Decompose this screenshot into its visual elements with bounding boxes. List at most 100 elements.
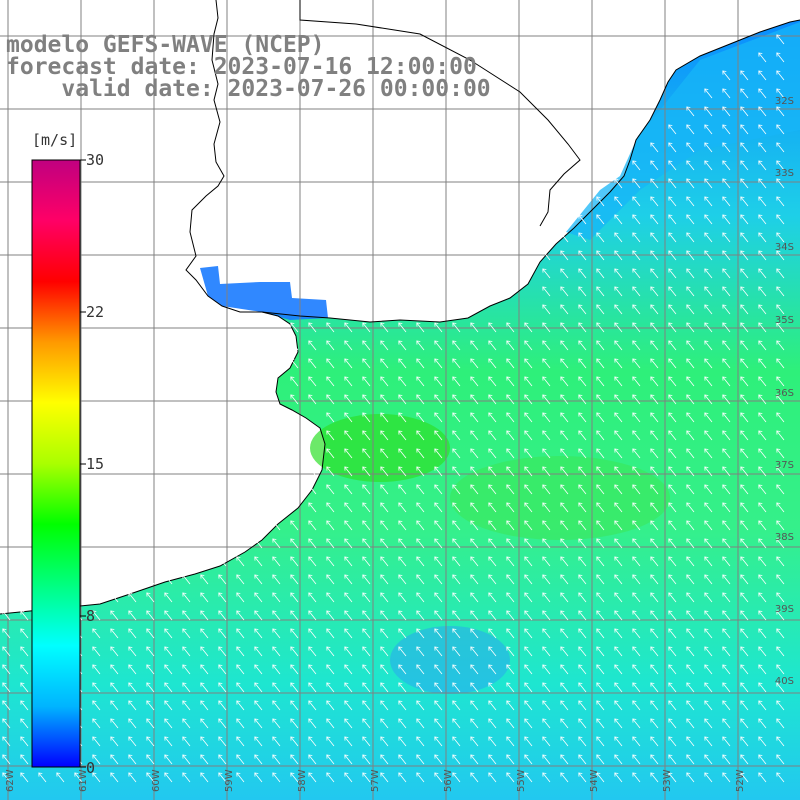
wind-arrow bbox=[560, 268, 565, 273]
wind-arrow bbox=[578, 322, 587, 333]
wind-arrow bbox=[272, 592, 277, 597]
wind-arrow bbox=[524, 322, 529, 327]
wind-arrow bbox=[740, 106, 745, 111]
wind-arrow bbox=[614, 430, 623, 441]
wind-arrow bbox=[704, 322, 713, 333]
wind-arrow bbox=[740, 628, 749, 639]
wind-arrow bbox=[416, 484, 421, 489]
wind-arrow bbox=[722, 214, 727, 219]
wind-arrow bbox=[200, 682, 205, 687]
wind-arrow bbox=[524, 700, 529, 705]
wind-arrow bbox=[488, 394, 493, 399]
wind-arrow bbox=[722, 286, 731, 297]
wind-arrow bbox=[380, 322, 385, 327]
wind-arrow bbox=[686, 430, 695, 441]
wind-arrow bbox=[668, 592, 677, 603]
wind-arrow bbox=[362, 736, 371, 747]
wind-arrow bbox=[128, 646, 137, 657]
wind-arrow bbox=[542, 466, 551, 477]
wind-arrow bbox=[632, 484, 637, 489]
wind-arrow bbox=[272, 700, 281, 711]
wind-arrow bbox=[758, 592, 763, 597]
wind-arrow bbox=[560, 430, 565, 435]
wind-arrow bbox=[740, 610, 745, 615]
wind-arrow bbox=[2, 718, 11, 729]
wind-arrow bbox=[506, 394, 515, 405]
wind-arrow bbox=[704, 106, 709, 111]
wind-arrow bbox=[290, 574, 299, 585]
wind-arrow bbox=[578, 736, 587, 747]
wind-arrow bbox=[542, 628, 547, 633]
wind-arrow bbox=[488, 718, 497, 729]
wind-arrow bbox=[704, 646, 709, 651]
wind-arrow bbox=[668, 268, 673, 273]
wind-arrow bbox=[470, 664, 479, 675]
wind-arrow bbox=[542, 718, 547, 723]
wind-arrow bbox=[128, 772, 137, 783]
wind-arrow bbox=[542, 394, 547, 399]
wind-arrow bbox=[722, 502, 731, 513]
wind-arrow bbox=[398, 502, 407, 513]
wind-arrow bbox=[524, 610, 529, 615]
wind-arrow bbox=[740, 628, 745, 633]
wind-arrow bbox=[92, 772, 101, 783]
wind-arrow bbox=[452, 718, 461, 729]
wind-arrow bbox=[596, 610, 605, 621]
wind-arrow bbox=[416, 538, 421, 543]
wind-arrow bbox=[578, 628, 583, 633]
wind-arrow bbox=[452, 556, 457, 561]
wind-arrow bbox=[560, 340, 569, 351]
wind-arrow bbox=[650, 178, 659, 189]
wind-arrow bbox=[110, 592, 119, 603]
wind-arrow bbox=[164, 754, 173, 765]
wind-arrow bbox=[308, 394, 313, 399]
wind-arrow bbox=[758, 448, 767, 459]
wind-arrow bbox=[722, 592, 731, 603]
wind-arrow bbox=[686, 682, 691, 687]
lon-label: 53W bbox=[662, 769, 673, 792]
wind-arrow bbox=[596, 754, 605, 765]
wind-arrow bbox=[362, 340, 371, 351]
wind-arrow bbox=[452, 394, 461, 405]
wind-arrow bbox=[362, 664, 371, 675]
wind-arrow bbox=[560, 340, 565, 345]
wind-arrow bbox=[452, 484, 461, 495]
wind-arrow bbox=[650, 376, 659, 387]
wind-arrow bbox=[398, 502, 403, 507]
wind-arrow bbox=[758, 718, 767, 729]
wind-arrow bbox=[668, 718, 677, 729]
wind-arrow bbox=[650, 412, 659, 423]
wind-arrow bbox=[326, 466, 331, 471]
wind-arrow bbox=[434, 538, 443, 549]
wind-arrow bbox=[290, 772, 295, 777]
wind-arrow bbox=[632, 772, 641, 783]
wind-arrow bbox=[506, 394, 511, 399]
wind-arrow bbox=[254, 646, 259, 651]
wind-arrow bbox=[380, 592, 389, 603]
wind-arrow bbox=[272, 646, 277, 651]
wind-arrow bbox=[650, 286, 659, 297]
wind-arrow bbox=[686, 520, 691, 525]
wind-arrow bbox=[668, 232, 673, 237]
wind-arrow bbox=[92, 754, 101, 765]
wind-arrow bbox=[110, 646, 119, 657]
wind-arrow bbox=[722, 772, 731, 783]
wind-arrow bbox=[596, 520, 601, 525]
wind-arrow bbox=[650, 538, 659, 549]
wind-arrow bbox=[416, 736, 425, 747]
wind-arrow bbox=[326, 628, 335, 639]
wind-arrow bbox=[632, 430, 641, 441]
wind-arrow bbox=[776, 214, 781, 219]
wind-arrow bbox=[578, 430, 587, 441]
wind-arrow bbox=[704, 286, 709, 291]
wind-arrow bbox=[650, 322, 655, 327]
wind-arrow bbox=[758, 430, 767, 441]
wind-arrow bbox=[272, 736, 277, 741]
wind-arrow bbox=[740, 232, 749, 243]
wind-arrow bbox=[560, 358, 569, 369]
wind-arrow bbox=[452, 592, 457, 597]
wind-arrow bbox=[704, 664, 709, 669]
wind-arrow bbox=[560, 646, 569, 657]
wind-arrow bbox=[2, 646, 11, 657]
wind-arrow bbox=[758, 358, 763, 363]
